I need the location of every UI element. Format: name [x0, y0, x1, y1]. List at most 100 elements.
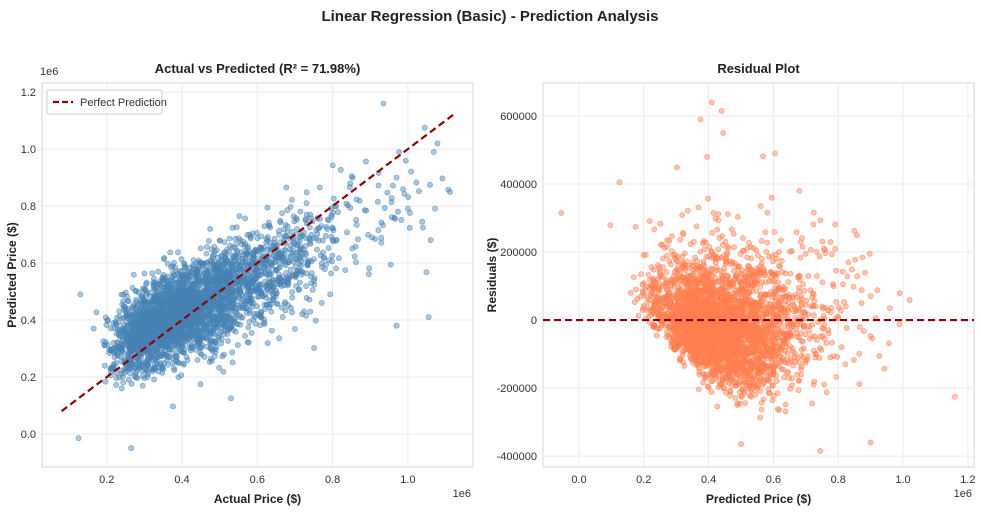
data-point [297, 208, 304, 215]
data-point [319, 264, 325, 270]
data-point [173, 294, 180, 301]
data-point [206, 280, 213, 286]
data-point [416, 188, 422, 195]
data-point [196, 259, 203, 266]
data-point [633, 286, 639, 293]
data-point [764, 239, 771, 246]
data-point [172, 302, 179, 309]
data-point [226, 248, 233, 255]
data-point [757, 388, 763, 394]
data-point [268, 327, 275, 334]
data-point [263, 235, 270, 242]
data-point [264, 340, 271, 347]
data-point [395, 208, 401, 215]
data-point [384, 189, 391, 196]
data-point [325, 245, 332, 251]
data-point [773, 378, 780, 384]
data-point [287, 204, 294, 210]
data-point [203, 288, 210, 295]
data-point [197, 350, 203, 356]
data-point [374, 198, 381, 205]
data-point [191, 281, 198, 288]
data-point [179, 348, 186, 355]
data-point [187, 273, 193, 280]
data-point [229, 224, 236, 231]
data-point [107, 325, 114, 332]
data-point [277, 281, 283, 288]
data-point [222, 293, 229, 300]
data-point [778, 258, 785, 264]
data-point [130, 341, 137, 348]
data-point [381, 205, 388, 211]
data-point [132, 370, 139, 377]
data-point [687, 241, 694, 248]
data-point [282, 307, 289, 314]
data-point [439, 175, 446, 182]
x-tick-label: 0.0 [571, 474, 586, 486]
plot-title: Actual vs Predicted (R² = 71.98%) [155, 61, 361, 76]
data-point [224, 317, 230, 324]
data-point [283, 275, 290, 282]
data-point [216, 237, 223, 244]
data-point [236, 287, 243, 294]
data-point [827, 354, 834, 361]
data-point [318, 300, 325, 306]
data-point [139, 382, 146, 389]
data-point [211, 243, 218, 250]
data-point [291, 258, 297, 265]
data-point [228, 395, 234, 402]
data-point [279, 313, 286, 320]
data-point [378, 219, 385, 226]
data-point [130, 271, 137, 278]
data-point [695, 204, 702, 211]
data-point [849, 266, 855, 273]
data-point [259, 246, 265, 253]
data-point [795, 387, 802, 394]
data-point [337, 166, 344, 173]
y-tick-label: 0.4 [21, 315, 36, 327]
data-point [764, 209, 771, 216]
data-point [430, 149, 437, 155]
data-point [365, 231, 371, 238]
data-point [249, 230, 256, 237]
data-point [323, 224, 330, 230]
data-point [255, 293, 262, 300]
data-point [291, 240, 298, 247]
data-point [141, 285, 148, 292]
data-point [810, 209, 817, 216]
data-point [362, 158, 369, 165]
data-point [244, 231, 251, 238]
data-point [303, 294, 310, 301]
data-point [221, 249, 228, 255]
data-point [282, 299, 289, 306]
data-point [775, 325, 782, 332]
data-point [874, 287, 881, 294]
data-point [388, 195, 395, 201]
data-point [207, 337, 214, 344]
data-point [330, 195, 337, 202]
data-point [190, 312, 197, 319]
x-axis-label: Predicted Price ($) [706, 492, 811, 506]
data-point [125, 351, 132, 358]
data-point [283, 269, 289, 276]
data-point [147, 301, 153, 308]
data-point [807, 246, 814, 253]
data-point [763, 248, 770, 255]
data-point [299, 250, 305, 257]
data-point [129, 324, 136, 331]
data-point [128, 347, 135, 354]
data-point [175, 280, 182, 286]
data-point [276, 231, 283, 238]
y-tick-label: -400000 [497, 451, 537, 463]
data-point [201, 270, 208, 277]
data-point [186, 324, 193, 331]
data-point [896, 321, 903, 328]
data-point [171, 365, 177, 372]
data-point [217, 294, 224, 301]
data-point [695, 386, 702, 393]
data-point [267, 297, 273, 304]
data-point [289, 273, 296, 280]
data-point [158, 292, 164, 299]
data-point [856, 350, 863, 357]
data-point [282, 262, 289, 269]
